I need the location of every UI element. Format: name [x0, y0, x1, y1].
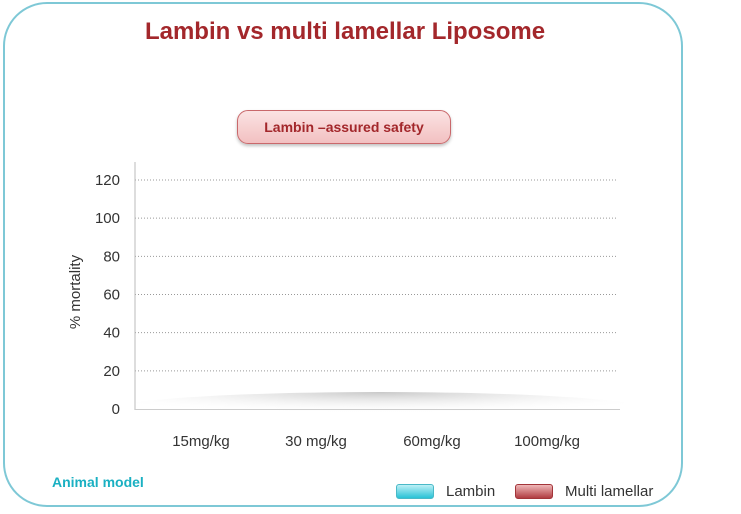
y-tick-label: 40	[103, 325, 120, 342]
y-tick-label: 0	[112, 401, 120, 418]
x-tick-label: 30 mg/kg	[285, 433, 347, 450]
chart-title: Lambin vs multi lamellar Liposome	[144, 18, 546, 45]
x-tick-label: 60mg/kg	[403, 433, 461, 450]
y-tick-label: 20	[103, 363, 120, 380]
x-tick-label: 100mg/kg	[514, 433, 580, 450]
legend-item-lambin: Lambin	[396, 481, 495, 501]
y-tick-label: 80	[103, 248, 120, 265]
y-tick-label: 100	[95, 210, 120, 227]
legend-label-lambin: Lambin	[446, 482, 496, 500]
lambin-swatch	[396, 483, 434, 499]
animal-model-label: Animal model	[52, 474, 144, 490]
safety-badge: Lambin –assured safety	[237, 110, 451, 144]
y-tick-label: 120	[95, 172, 120, 189]
multi-swatch	[515, 483, 553, 499]
legend-label-multi: Multi lamellar	[565, 482, 654, 500]
y-tick-label: 60	[103, 287, 120, 304]
y-axis-label: % mortality	[67, 254, 84, 329]
legend-item-multi: Multi lamellar	[515, 481, 653, 501]
x-tick-label: 15mg/kg	[172, 433, 230, 450]
